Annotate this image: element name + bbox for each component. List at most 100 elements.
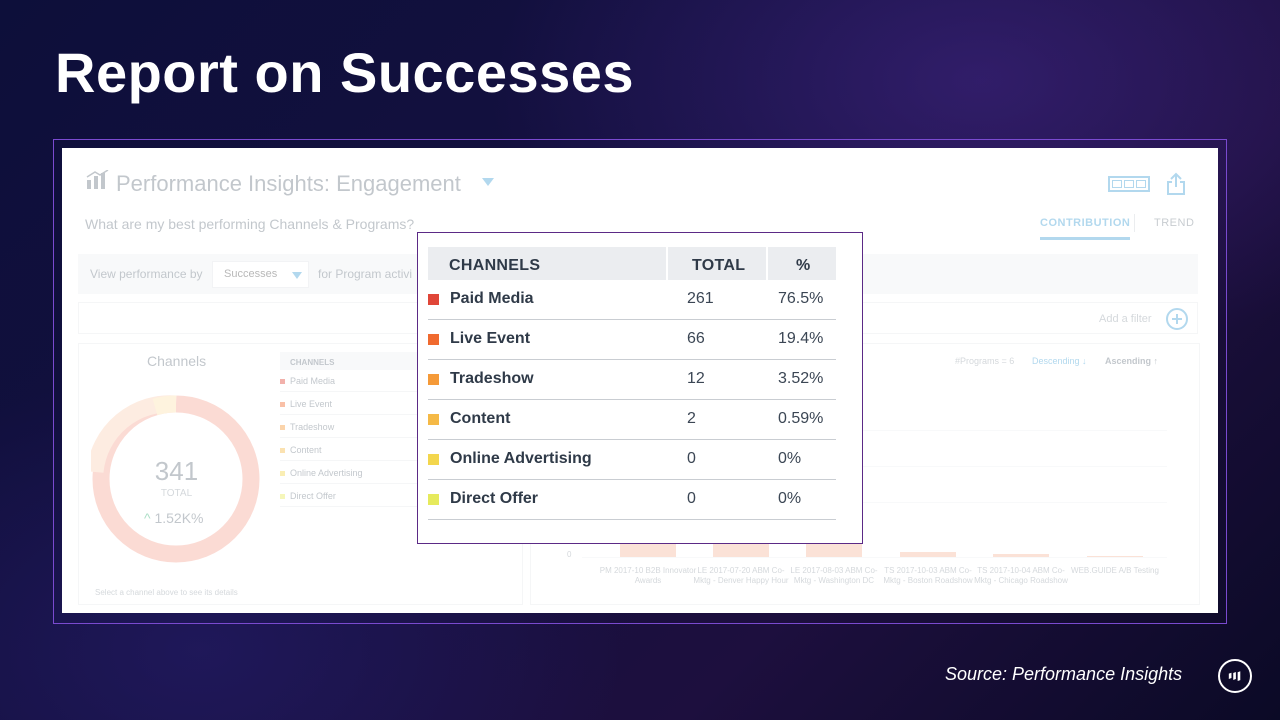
channels-donut-chart xyxy=(91,395,260,563)
program-label: PM 2017-10 B2B Innovator Awards xyxy=(599,566,697,585)
channel-percent: 0% xyxy=(778,490,802,507)
y-axis-zero: 0 xyxy=(567,550,572,559)
list-item[interactable]: Tradeshow xyxy=(280,416,420,438)
list-item[interactable]: Live Event xyxy=(280,393,420,415)
programs-count: #Programs = 6 xyxy=(955,356,1015,366)
tab-trend[interactable]: TREND xyxy=(1154,217,1195,229)
swatch-icon xyxy=(428,414,439,425)
filter-prefix-label: View performance by xyxy=(90,267,203,281)
program-label: TS 2017-10-04 ABM Co-Mktg - Chicago Road… xyxy=(974,566,1068,585)
add-filter-label[interactable]: Add a filter xyxy=(1099,313,1152,325)
swatch-icon xyxy=(280,402,285,407)
table-row[interactable]: Live Event 66 19.4% xyxy=(428,320,836,360)
slide-title: Report on Successes xyxy=(55,41,635,104)
analytics-icon xyxy=(86,170,109,189)
list-item-label: Live Event xyxy=(290,399,333,409)
channel-percent: 19.4% xyxy=(778,330,824,347)
axis-line xyxy=(582,557,1167,558)
gridline xyxy=(582,430,1167,431)
table-header-cell xyxy=(668,247,766,280)
table-row[interactable]: Direct Offer 0 0% xyxy=(428,480,836,520)
list-item[interactable]: Paid Media xyxy=(280,370,420,392)
list-item-label: Direct Offer xyxy=(290,491,336,501)
logo-icon xyxy=(1218,659,1252,693)
channel-total: 66 xyxy=(687,330,705,347)
channel-name: Tradeshow xyxy=(450,370,534,387)
channels-panel-title: Channels xyxy=(147,353,207,369)
list-item[interactable]: Online Advertising xyxy=(280,462,420,484)
tab-divider xyxy=(1134,214,1135,232)
column-header-channels: CHANNELS xyxy=(449,257,541,274)
channel-percent: 76.5% xyxy=(778,290,824,307)
channel-total: 261 xyxy=(687,290,714,307)
channel-percent: 0.59% xyxy=(778,410,824,427)
channels-table-callout: CHANNELS TOTAL % Paid Media 261 76.5% Li… xyxy=(417,232,863,544)
mini-table-header xyxy=(280,352,420,370)
list-item[interactable]: Direct Offer xyxy=(280,485,420,507)
table-header-cell xyxy=(768,247,836,280)
list-item-label: Content xyxy=(290,445,322,455)
program-bar[interactable] xyxy=(620,544,676,557)
table-row[interactable]: Tradeshow 12 3.52% xyxy=(428,360,836,400)
channel-percent: 0% xyxy=(778,450,802,467)
swatch-icon xyxy=(280,425,285,430)
list-item[interactable]: Content xyxy=(280,439,420,461)
column-header-total: TOTAL xyxy=(692,257,746,274)
add-filter-icon[interactable] xyxy=(1166,308,1188,330)
donut-change: ^ 1.52K% xyxy=(144,510,204,526)
page-subtitle: What are my best performing Channels & P… xyxy=(85,216,415,232)
caret-down-icon[interactable] xyxy=(482,178,494,186)
swatch-icon xyxy=(280,379,285,384)
table-row[interactable]: Content 2 0.59% xyxy=(428,400,836,440)
channel-total: 0 xyxy=(687,490,696,507)
gridline xyxy=(582,502,1167,503)
gridline xyxy=(582,466,1167,467)
table-header-cell xyxy=(428,247,666,280)
program-bar[interactable] xyxy=(713,544,769,557)
donut-total-value: 341 xyxy=(154,456,199,486)
table-row[interactable]: Online Advertising 0 0% xyxy=(428,440,836,480)
donut-total-label: TOTAL xyxy=(160,488,193,499)
sort-ascending-label: Ascending xyxy=(1105,356,1152,366)
sort-descending-button[interactable]: Descending ↓ xyxy=(1032,356,1087,366)
arrow-up-icon: ^ xyxy=(144,510,151,526)
program-bar[interactable] xyxy=(993,554,1049,557)
arrow-up-icon: ↑ xyxy=(1153,356,1159,366)
list-item-label: Online Advertising xyxy=(290,468,363,478)
tab-contribution[interactable]: CONTRIBUTION xyxy=(1040,217,1131,240)
channel-name: Online Advertising xyxy=(450,450,592,467)
channel-name: Paid Media xyxy=(450,290,534,307)
table-row[interactable]: Paid Media 261 76.5% xyxy=(428,280,836,320)
filter-suffix-label: for Program activi xyxy=(318,267,413,281)
mini-table-header-label: CHANNELS xyxy=(290,358,335,367)
program-label: LE 2017-07-20 ABM Co-Mktg - Denver Happy… xyxy=(693,566,789,585)
channel-total: 0 xyxy=(687,450,696,467)
program-bar[interactable] xyxy=(900,552,956,557)
sort-descending-label: Descending xyxy=(1032,356,1080,366)
swatch-icon xyxy=(280,471,285,476)
screenshot-frame xyxy=(53,139,1227,624)
chevron-down-icon xyxy=(292,272,302,279)
channel-total: 2 xyxy=(687,410,696,427)
swatch-icon xyxy=(280,494,285,499)
list-item-label: Tradeshow xyxy=(290,422,335,432)
arrow-down-icon: ↓ xyxy=(1082,356,1087,366)
sort-ascending-button[interactable]: Ascending ↑ xyxy=(1105,356,1158,366)
program-bar[interactable] xyxy=(806,544,862,557)
channel-name: Live Event xyxy=(450,330,531,347)
swatch-icon xyxy=(428,494,439,505)
share-icon[interactable] xyxy=(1166,172,1186,196)
program-label: TS 2017-10-03 ABM Co-Mktg - Boston Roads… xyxy=(883,566,973,585)
swatch-icon xyxy=(428,454,439,465)
channel-total: 12 xyxy=(687,370,705,387)
grid-view-icon[interactable] xyxy=(1108,176,1150,192)
donut-change-value: 1.52K% xyxy=(154,510,204,526)
program-bar[interactable] xyxy=(1087,556,1143,557)
metric-select[interactable]: Successes xyxy=(212,261,309,288)
list-item-label: Paid Media xyxy=(290,376,336,386)
swatch-icon xyxy=(280,448,285,453)
metric-select-value: Successes xyxy=(224,268,278,280)
page-title: Performance Insights: Engagement xyxy=(116,171,461,196)
program-label: WEB.GUIDE A/B Testing xyxy=(1071,566,1159,575)
channel-name: Content xyxy=(450,410,511,427)
